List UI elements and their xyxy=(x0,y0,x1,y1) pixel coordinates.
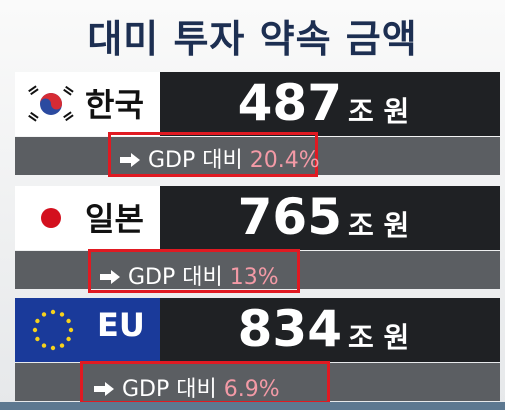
bottom-strip xyxy=(0,402,505,410)
highlight-box: GDP 대비 6.9% xyxy=(80,361,330,404)
highlight-box: GDP 대비 20.4% xyxy=(108,132,320,177)
flag-korea xyxy=(23,82,79,126)
eu-star xyxy=(66,318,71,324)
amount-cell: 487 조 원 xyxy=(160,72,500,136)
amount-cell: 765 조 원 xyxy=(160,186,500,250)
ratio-label: GDP 대비 xyxy=(128,265,223,290)
amount-cell: 834 조 원 xyxy=(160,298,500,362)
eu-star xyxy=(66,336,71,342)
country: EU xyxy=(97,306,145,344)
ratio-bar xyxy=(15,137,500,175)
ratio-value: 13% xyxy=(229,265,279,290)
eu-star xyxy=(35,336,40,342)
country-cell: EU xyxy=(15,298,160,362)
amount: 834 xyxy=(237,300,342,358)
eu-star xyxy=(35,318,40,324)
arrow xyxy=(94,382,114,396)
ratio-value: 6.9% xyxy=(223,377,280,402)
eu-star xyxy=(50,309,56,315)
ratio-line: GDP 대비 13% xyxy=(99,259,279,291)
ratio-value: 20.4% xyxy=(249,148,320,173)
unit: 조 원 xyxy=(348,321,410,354)
eu-star xyxy=(32,327,38,333)
eu-star xyxy=(59,343,65,348)
ratio-line: GDP 대비 20.4% xyxy=(119,142,320,174)
eu-star xyxy=(41,343,47,348)
eu-star xyxy=(68,327,74,333)
ratio-bar xyxy=(15,363,500,401)
amount: 487 xyxy=(237,74,342,132)
unit: 조 원 xyxy=(348,209,410,242)
flag-japan xyxy=(23,196,79,240)
eu-star xyxy=(59,312,65,317)
ratio-label: GDP 대비 xyxy=(122,377,217,402)
country-cell: 일본 xyxy=(15,186,160,250)
eu-star xyxy=(41,312,47,317)
country-cell: 한국 xyxy=(15,72,160,136)
unit: 조 원 xyxy=(348,95,410,128)
flag-eu xyxy=(32,309,74,351)
title: 대미 투자 약속 금액 xyxy=(87,17,418,61)
amount: 765 xyxy=(237,188,342,246)
arrow xyxy=(100,270,120,284)
arrow xyxy=(120,153,140,167)
country: 일본 xyxy=(85,200,144,238)
ratio-line: GDP 대비 6.9% xyxy=(93,371,280,403)
highlight-box: GDP 대비 13% xyxy=(88,249,300,293)
ratio-bar xyxy=(15,251,500,289)
eu-star xyxy=(50,345,56,351)
ratio-label: GDP 대비 xyxy=(148,148,243,173)
country: 한국 xyxy=(85,86,144,124)
